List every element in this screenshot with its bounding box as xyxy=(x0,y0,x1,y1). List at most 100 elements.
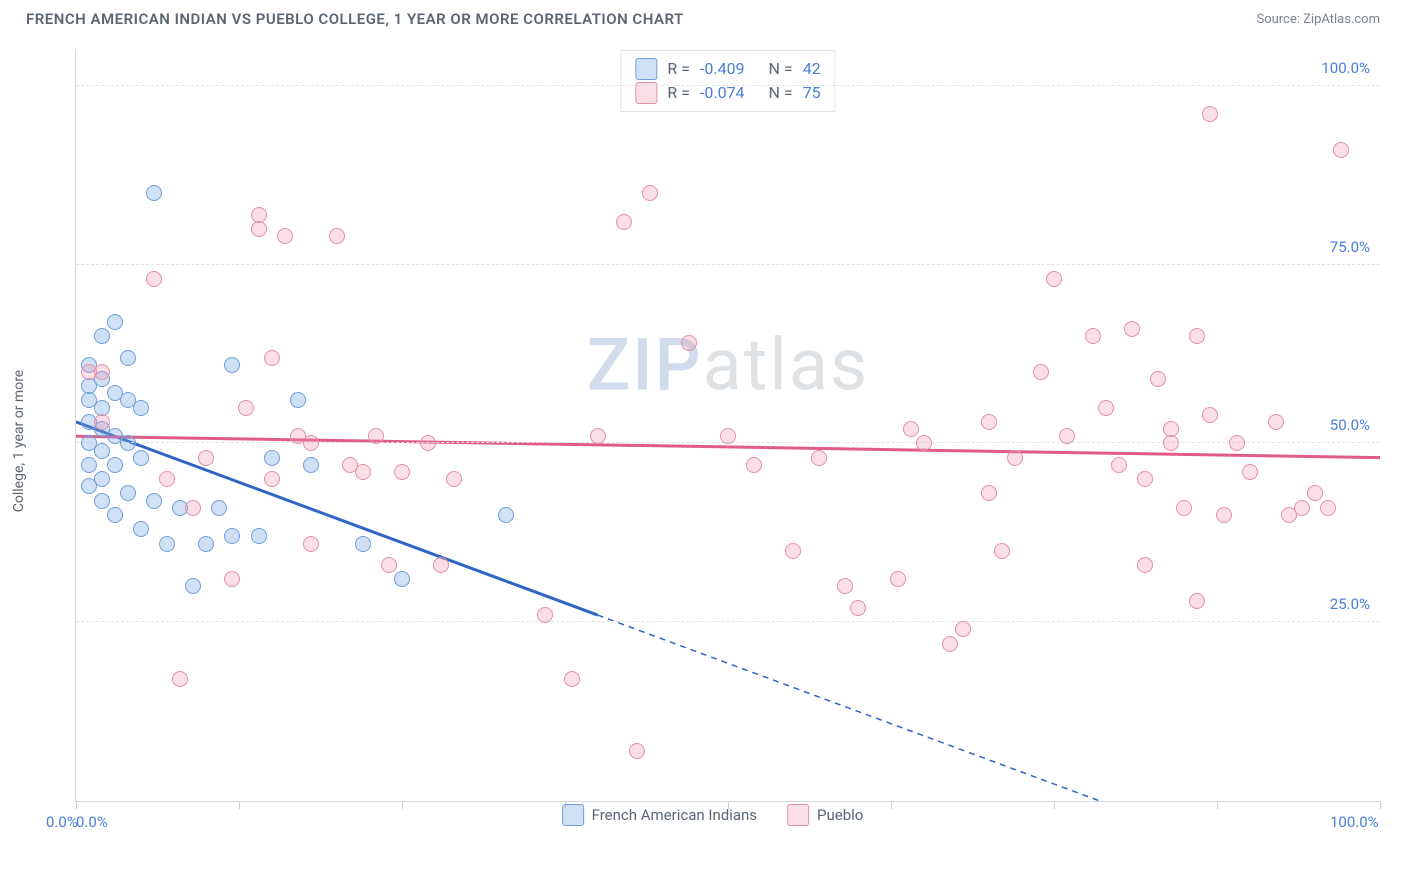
data-point xyxy=(355,536,371,552)
data-point xyxy=(355,464,371,480)
data-point xyxy=(1137,557,1153,573)
legend-item-1: French American Indians xyxy=(562,804,757,826)
data-point xyxy=(1189,328,1205,344)
data-point xyxy=(564,671,580,687)
data-point xyxy=(303,435,319,451)
data-point xyxy=(1137,471,1153,487)
watermark: ZIPatlas xyxy=(587,323,869,408)
data-point xyxy=(94,414,110,430)
x-tick xyxy=(402,801,403,809)
gridline xyxy=(76,264,1380,265)
chart-container: College, 1 year or more ZIPatlas R = -0.… xyxy=(45,50,1380,832)
data-point xyxy=(850,600,866,616)
data-point xyxy=(329,228,345,244)
data-point xyxy=(107,314,123,330)
data-point xyxy=(1046,271,1062,287)
data-point xyxy=(1268,414,1284,430)
data-point xyxy=(198,450,214,466)
data-point xyxy=(916,435,932,451)
data-point xyxy=(1007,450,1023,466)
y-tick-label: 100.0% xyxy=(1321,59,1370,77)
data-point xyxy=(1294,500,1310,516)
data-point xyxy=(616,214,632,230)
header: FRENCH AMERICAN INDIAN VS PUEBLO COLLEGE… xyxy=(0,0,1406,28)
data-point xyxy=(811,450,827,466)
data-point xyxy=(1216,507,1232,523)
data-point xyxy=(1189,593,1205,609)
legend-row-series-1: R = -0.409 N = 42 xyxy=(635,57,820,81)
data-point xyxy=(381,557,397,573)
data-point xyxy=(1320,500,1336,516)
data-point xyxy=(107,457,123,473)
gridline xyxy=(76,621,1380,622)
n-value-1: 42 xyxy=(803,57,821,81)
data-point xyxy=(303,536,319,552)
data-point xyxy=(981,485,997,501)
plot-area: ZIPatlas R = -0.409 N = 42 R = -0.074 N … xyxy=(75,50,1380,802)
legend-swatch-icon xyxy=(562,804,584,826)
data-point xyxy=(277,228,293,244)
r-value-1: -0.409 xyxy=(700,57,745,81)
source-label: Source: xyxy=(1256,12,1303,27)
legend-label-1: French American Indians xyxy=(592,806,757,824)
data-point xyxy=(537,607,553,623)
data-point xyxy=(94,493,110,509)
data-point xyxy=(433,557,449,573)
data-point xyxy=(303,457,319,473)
data-point xyxy=(1124,321,1140,337)
x-tick xyxy=(239,801,240,809)
data-point xyxy=(837,578,853,594)
x-tick xyxy=(76,801,77,809)
data-point xyxy=(1307,485,1323,501)
data-point xyxy=(198,536,214,552)
data-point xyxy=(146,185,162,201)
data-point xyxy=(94,443,110,459)
legend-swatch-1 xyxy=(635,58,657,80)
data-point xyxy=(251,221,267,237)
data-point xyxy=(1333,142,1349,158)
data-point xyxy=(446,471,462,487)
watermark-part-2: atlas xyxy=(703,323,870,408)
data-point xyxy=(1111,457,1127,473)
correlation-legend: R = -0.409 N = 42 R = -0.074 N = 75 xyxy=(620,50,835,112)
data-point xyxy=(394,571,410,587)
data-point xyxy=(994,543,1010,559)
data-point xyxy=(264,450,280,466)
data-point xyxy=(368,428,384,444)
data-point xyxy=(94,471,110,487)
data-point xyxy=(264,471,280,487)
data-point xyxy=(251,528,267,544)
source-link[interactable]: ZipAtlas.com xyxy=(1303,12,1380,27)
data-point xyxy=(1085,328,1101,344)
data-point xyxy=(120,350,136,366)
legend-label-2: Pueblo xyxy=(817,806,863,824)
data-point xyxy=(264,350,280,366)
data-point xyxy=(942,636,958,652)
data-point xyxy=(1098,400,1114,416)
data-point xyxy=(1163,435,1179,451)
data-point xyxy=(1150,371,1166,387)
n-label: N = xyxy=(769,57,793,81)
data-point xyxy=(146,493,162,509)
data-point xyxy=(720,428,736,444)
data-point xyxy=(1242,464,1258,480)
data-point xyxy=(903,421,919,437)
data-point xyxy=(133,400,149,416)
legend-swatch-icon xyxy=(787,804,809,826)
data-point xyxy=(1202,106,1218,122)
y-tick-label: 50.0% xyxy=(1330,416,1370,434)
data-point xyxy=(159,471,175,487)
data-point xyxy=(420,435,436,451)
data-point xyxy=(211,500,227,516)
data-point xyxy=(746,457,762,473)
data-point xyxy=(94,364,110,380)
y-tick-label: 25.0% xyxy=(1330,595,1370,613)
x-axis-label: 0.0% xyxy=(76,813,108,831)
x-tick xyxy=(891,801,892,809)
data-point xyxy=(642,185,658,201)
gridline xyxy=(76,85,1380,86)
data-point xyxy=(81,457,97,473)
y-tick-label: 75.0% xyxy=(1330,238,1370,256)
y-axis-label: College, 1 year or more xyxy=(11,370,27,512)
legend-item-2: Pueblo xyxy=(787,804,863,826)
